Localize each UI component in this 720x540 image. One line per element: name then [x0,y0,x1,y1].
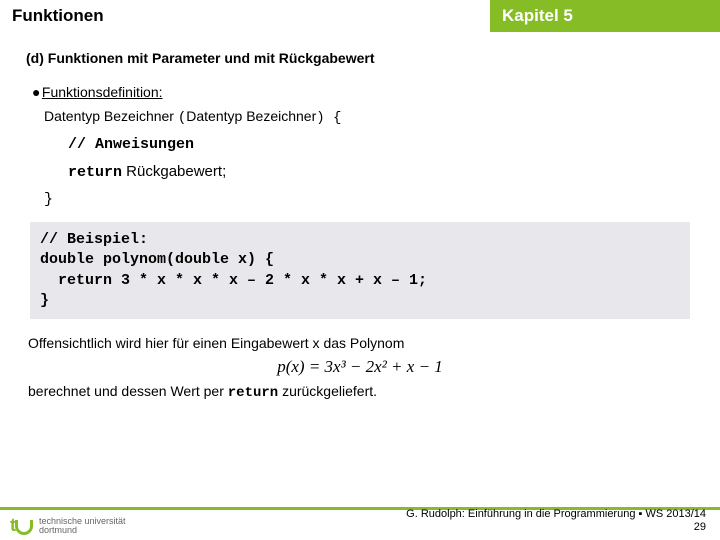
return-keyword: return [68,164,122,181]
def-paren-close: ) { [316,110,341,126]
explain-2-code: return [228,385,278,401]
slide-header: Funktionen Kapitel 5 [0,0,720,32]
header-topic: Funktionen [0,0,490,32]
definition-signature: Datentyp Bezeichner (Datentyp Bezeichner… [26,108,694,126]
logo-line2: dortmund [39,526,126,535]
slide-content: (d) Funktionen mit Parameter und mit Rüc… [0,32,720,401]
logo-t-icon: t [10,515,14,536]
definition-return: return Rückgabewert; [26,163,694,181]
definition-close: } [26,191,694,208]
explain-1: Offensichtlich wird hier für einen Einga… [26,335,694,351]
footer-author: G. Rudolph: Einführung in die Programmie… [406,508,706,521]
university-logo: t technische universität dortmund [10,515,126,536]
code-l4: } [40,292,49,309]
header-chapter: Kapitel 5 [490,0,720,32]
logo-u-icon [15,520,33,535]
footer-text: G. Rudolph: Einführung in die Programmie… [406,508,706,534]
bullet-icon: ● [32,84,38,100]
def-text: Datentyp Bezeichner [44,108,178,124]
logo-text: technische universität dortmund [39,517,126,535]
subtitle: (d) Funktionen mit Parameter und mit Rüc… [26,50,694,66]
def-param: Datentyp Bezeichner [186,108,316,124]
footer-page: 29 [406,521,706,534]
explain-2: berechnet und dessen Wert per return zur… [26,383,694,401]
return-value: Rückgabewert; [122,163,226,180]
code-example: // Beispiel: double polynom(double x) { … [30,222,690,319]
code-l2: double polynom(double x) { [40,251,274,268]
code-l3: return 3 * x * x * x – 2 * x * x + x – 1… [40,272,427,289]
bullet-label: Funktionsdefinition: [42,84,163,100]
explain-2a: berechnet und dessen Wert per [28,383,228,399]
bullet-item: ● Funktionsdefinition: [26,84,694,100]
def-paren-open: ( [178,110,186,126]
code-l1: // Beispiel: [40,231,148,248]
explain-2b: zurückgeliefert. [278,383,377,399]
formula: p(x) = 3x³ − 2x² + x − 1 [26,357,694,377]
definition-comment: // Anweisungen [26,136,694,153]
